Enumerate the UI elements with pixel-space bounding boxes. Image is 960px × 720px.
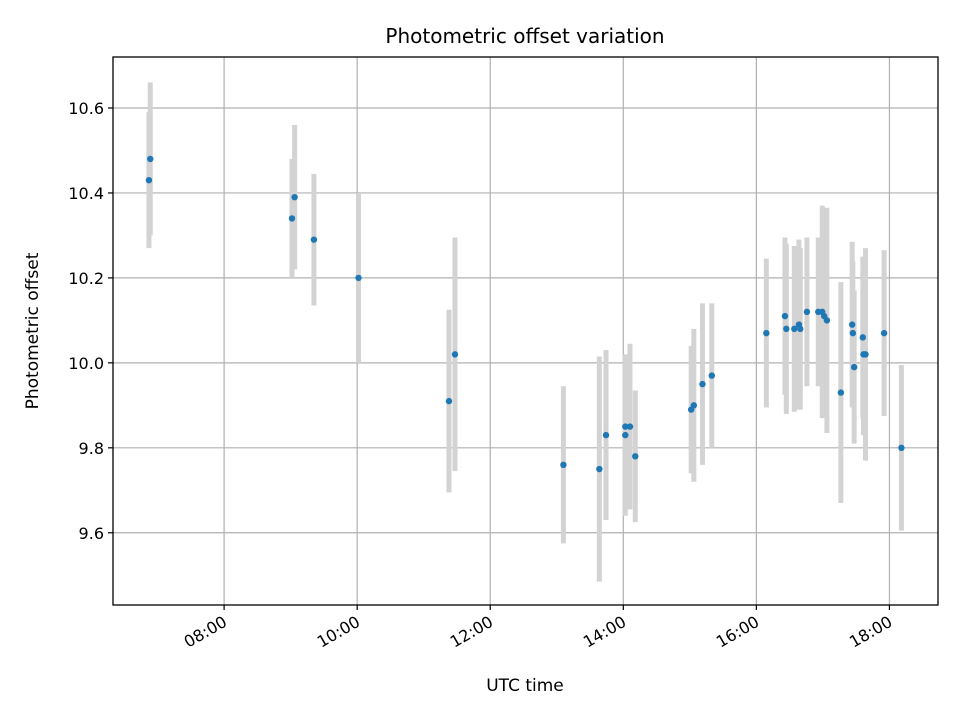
y-axis-label: Photometric offset [23,252,43,409]
y-tick-label: 10.2 [68,269,104,288]
data-point [708,372,715,379]
y-tick-label: 10.0 [68,354,104,373]
data-point [781,312,789,320]
data-point [783,325,790,333]
plot-frame [112,56,939,606]
y-tick-label: 10.6 [68,99,104,118]
data-point [850,363,858,371]
data-point [797,325,804,333]
data-point [898,444,905,452]
data-point [791,325,798,333]
data-point [803,308,811,316]
data-point [560,461,567,469]
data-point [147,155,154,163]
data-point [862,351,869,358]
x-axis-label: UTC time [486,676,564,696]
data-point [849,329,857,337]
y-tick-label: 9.6 [79,524,104,543]
data-point [310,236,318,243]
data-point [632,453,639,460]
data-point [288,215,296,222]
data-point [145,176,153,184]
data-point [699,380,706,388]
data-point [622,423,629,430]
data-point [763,329,770,337]
data-point [596,465,603,473]
data-point [622,431,629,439]
data-point [690,402,698,409]
data-point [837,389,845,396]
data-point [602,431,610,439]
y-axis-ticks: 9.6 9.8 10.0 10.2 10.4 10.6 [68,99,113,543]
data-point [626,423,634,430]
y-tick-label: 9.8 [79,439,104,458]
data-point [848,321,856,328]
data-point [445,397,453,405]
data-point [823,317,831,324]
chart-title: Photometric offset variation [385,24,664,48]
data-point [880,329,888,337]
data-point [291,193,298,201]
data-point [451,351,459,358]
data-points [145,155,905,473]
y-tick-label: 10.4 [68,184,104,203]
data-point [355,274,362,282]
data-point [859,334,867,341]
